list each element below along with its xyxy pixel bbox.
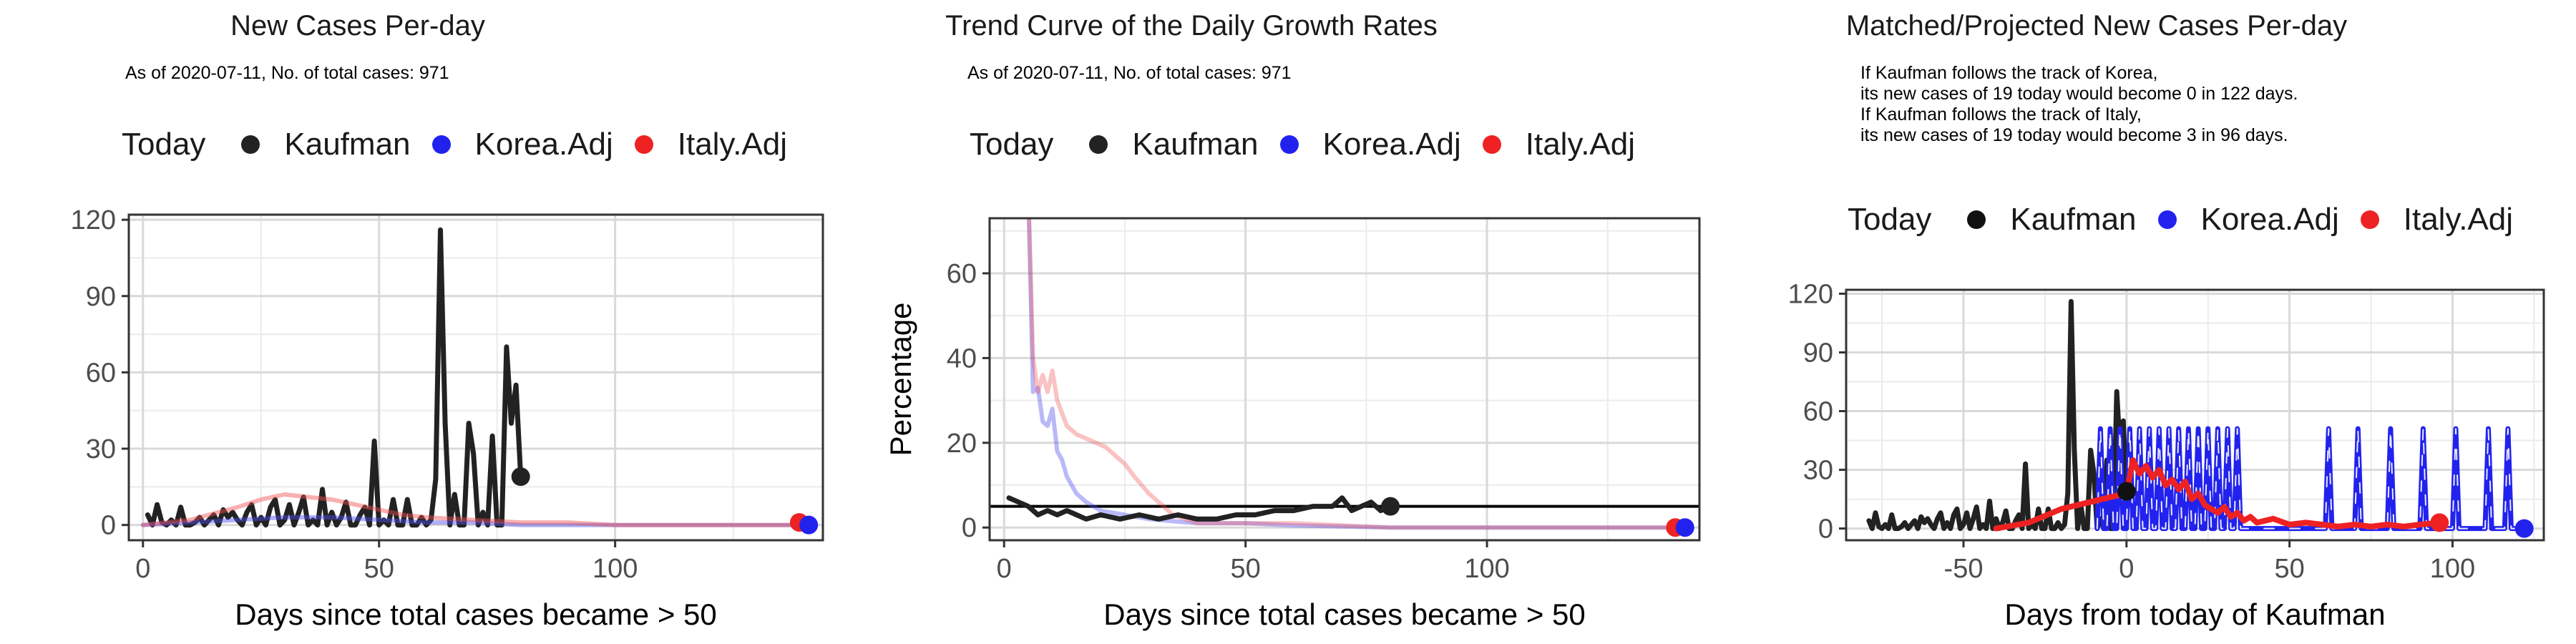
y-tick-label: 60 [1803, 397, 1833, 427]
x-tick-label: 50 [2274, 554, 2304, 584]
y-tick-label: 20 [947, 429, 977, 459]
legend-label-italy: Italy.Adj [1525, 127, 1636, 162]
x-tick-label: 0 [2119, 554, 2134, 584]
plot-border [1845, 288, 2545, 542]
today-point [799, 515, 819, 535]
x-axis-label: Days from today of Kaufman [2004, 597, 2385, 631]
legend-label-kaufman: Kaufman [1132, 127, 1259, 162]
legend-dot-italy [634, 135, 653, 155]
legend-dot-korea [1279, 135, 1299, 155]
legend-dot-kaufman [1089, 135, 1108, 155]
y-tick-label: 30 [1803, 456, 1833, 486]
y-tick-label: 120 [71, 205, 116, 235]
legend-label-korea: Korea.Adj [1322, 127, 1461, 162]
y-tick-label: 90 [1803, 338, 1833, 369]
legend-label-korea: Korea.Adj [2200, 202, 2339, 238]
y-tick-label: 30 [86, 434, 116, 464]
legend-dot-kaufman [241, 135, 260, 155]
y-axis-label: Percentage [884, 303, 917, 457]
x-tick-label: 0 [135, 554, 150, 584]
today-point [2430, 513, 2449, 532]
legend-title: Today [1848, 202, 1932, 238]
legend-label-kaufman: Kaufman [284, 127, 411, 162]
x-tick-label: 100 [592, 554, 638, 584]
legend-label-korea: Korea.Adj [474, 127, 613, 162]
legend-title: Today [122, 127, 206, 162]
x-tick-label: 50 [364, 554, 394, 584]
plot-area: 0 50 100 0 20 40 60 Days since total cases beca… [884, 217, 1701, 631]
x-tick-label: 100 [1464, 554, 1509, 584]
y-tick-label: 40 [947, 343, 977, 374]
panel-growth-rates: Trend Curve of the Daily Growth Rates As… [859, 0, 1717, 644]
series-line-italy-adj [1027, 218, 1678, 530]
legend-label-kaufman: Kaufman [2010, 202, 2137, 238]
chart-note: As of 2020-07-11, No. of total cases: 97… [967, 63, 1292, 83]
y-tick-label: 0 [962, 513, 977, 543]
panel-new-cases: New Cases Per-day As of 2020-07-11, No. … [0, 0, 859, 644]
x-axis-label: Days since total cases became > 50 [1103, 597, 1586, 631]
series-line-korea-adj [140, 515, 811, 527]
today-point [511, 467, 530, 487]
series-line-italy-adj [1993, 457, 2443, 532]
legend-label-italy: Italy.Adj [2403, 202, 2514, 238]
plot-area: 0 50 100 0 30 60 90 120 Days since total cases b… [71, 205, 824, 631]
x-tick-label: -50 [1944, 554, 1984, 584]
plot-border [127, 213, 824, 542]
y-tick-label: 0 [101, 511, 116, 541]
plot-area: -50 0 50 100 0 30 60 90 120 Days from today of Ka… [1788, 279, 2545, 631]
chart-title: New Cases Per-day [230, 10, 485, 42]
legend-dot-kaufman [1967, 210, 1986, 230]
series-group [1866, 298, 2527, 532]
legend-dot-italy [1482, 135, 1501, 155]
chart-legend: Today Kaufman Korea.Adj Italy.Adj [122, 125, 787, 162]
legend-dot-italy [2360, 210, 2379, 230]
today-point [1381, 497, 1400, 516]
series-line-italy-adj [140, 492, 801, 527]
x-tick-label: 50 [1231, 554, 1261, 584]
y-tick-label: 0 [1818, 514, 1833, 545]
chart-legend: Today Kaufman Korea.Adj Italy.Adj [970, 125, 1635, 162]
x-tick-label: 100 [2430, 554, 2475, 584]
legend-label-italy: Italy.Adj [677, 127, 788, 162]
x-tick-label: 0 [997, 554, 1012, 584]
chart-legend: Today Kaufman Korea.Adj Italy.Adj [1848, 200, 2513, 238]
panel-projected: Matched/Projected New Cases Per-day If K… [1717, 0, 2576, 644]
series-line-korea-adj [1026, 218, 1687, 530]
today-point [1675, 518, 1694, 537]
series-group [140, 227, 811, 528]
chart-note: If Kaufman follows the track of Korea, i… [1860, 63, 2298, 145]
chart-title: Trend Curve of the Daily Growth Rates [945, 10, 1438, 42]
x-axis-label: Days since total cases became > 50 [235, 597, 717, 631]
today-point [2514, 519, 2534, 538]
series-line-kaufman [145, 227, 524, 528]
series-line-kaufman [1006, 495, 1393, 522]
series-dash-overlay [2096, 428, 2525, 530]
chart-note: As of 2020-07-11, No. of total cases: 97… [125, 63, 449, 83]
y-tick-label: 60 [86, 358, 116, 388]
series-group [1006, 218, 1687, 530]
y-tick-label: 120 [1788, 279, 1833, 309]
y-tick-label: 60 [947, 259, 977, 289]
legend-title: Today [970, 127, 1054, 162]
y-tick-label: 90 [86, 282, 116, 312]
today-point [2117, 482, 2136, 501]
chart-title: Matched/Projected New Cases Per-day [1845, 10, 2348, 42]
legend-dot-korea [2157, 210, 2177, 230]
series-line-kaufman [1866, 298, 2129, 532]
legend-dot-korea [431, 135, 451, 155]
plot-border [988, 217, 1701, 542]
